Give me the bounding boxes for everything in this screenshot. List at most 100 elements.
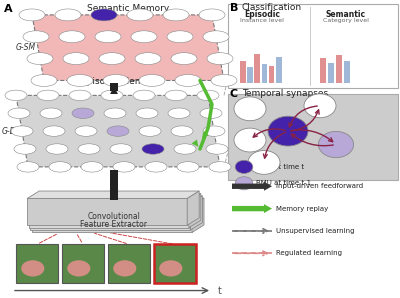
Ellipse shape xyxy=(63,53,89,65)
Ellipse shape xyxy=(11,126,33,136)
Ellipse shape xyxy=(203,126,225,136)
Bar xyxy=(344,61,350,83)
Text: Feature Extractor: Feature Extractor xyxy=(80,221,148,229)
Ellipse shape xyxy=(46,144,68,154)
Text: Regulated learning: Regulated learning xyxy=(276,250,342,256)
Ellipse shape xyxy=(8,108,30,118)
Ellipse shape xyxy=(78,144,100,154)
FancyBboxPatch shape xyxy=(228,4,398,88)
Bar xyxy=(247,67,253,83)
Text: t: t xyxy=(218,285,222,296)
Polygon shape xyxy=(190,196,202,230)
Ellipse shape xyxy=(37,90,59,101)
Polygon shape xyxy=(192,198,204,232)
Ellipse shape xyxy=(104,108,126,118)
Text: Temporal synapses: Temporal synapses xyxy=(242,89,328,98)
Ellipse shape xyxy=(81,162,103,172)
Circle shape xyxy=(235,177,253,190)
Ellipse shape xyxy=(142,144,164,154)
Ellipse shape xyxy=(145,162,167,172)
Bar xyxy=(336,55,342,83)
Polygon shape xyxy=(32,15,224,80)
Text: Episodic: Episodic xyxy=(244,10,280,19)
Ellipse shape xyxy=(171,53,197,65)
Ellipse shape xyxy=(99,53,125,65)
Ellipse shape xyxy=(95,31,121,43)
Text: G-EM: G-EM xyxy=(2,127,22,136)
Ellipse shape xyxy=(107,126,129,136)
Polygon shape xyxy=(29,193,201,201)
Text: Episodic Memory: Episodic Memory xyxy=(82,77,158,86)
Polygon shape xyxy=(110,170,118,200)
Ellipse shape xyxy=(133,90,155,101)
Ellipse shape xyxy=(168,108,190,118)
Text: BMU at time t-1: BMU at time t-1 xyxy=(256,180,311,186)
Polygon shape xyxy=(27,191,199,198)
Ellipse shape xyxy=(167,31,193,43)
Ellipse shape xyxy=(199,9,225,21)
FancyBboxPatch shape xyxy=(108,244,150,283)
Text: Category level: Category level xyxy=(323,18,369,23)
Ellipse shape xyxy=(67,260,90,277)
Ellipse shape xyxy=(139,74,165,86)
Text: C: C xyxy=(230,89,238,100)
Polygon shape xyxy=(30,196,202,203)
Text: Convolutional: Convolutional xyxy=(88,212,140,221)
Ellipse shape xyxy=(159,260,182,277)
Text: Input-driven feedforward: Input-driven feedforward xyxy=(276,183,363,189)
Polygon shape xyxy=(29,201,189,228)
Ellipse shape xyxy=(43,126,65,136)
FancyBboxPatch shape xyxy=(16,244,58,283)
Ellipse shape xyxy=(103,74,129,86)
Ellipse shape xyxy=(203,31,229,43)
Text: B: B xyxy=(230,3,238,13)
Ellipse shape xyxy=(19,9,45,21)
Polygon shape xyxy=(16,95,220,167)
Ellipse shape xyxy=(113,260,136,277)
Polygon shape xyxy=(30,203,190,230)
Ellipse shape xyxy=(21,260,44,277)
Ellipse shape xyxy=(171,126,193,136)
Bar xyxy=(240,61,246,83)
Circle shape xyxy=(248,150,280,174)
Bar xyxy=(269,66,274,83)
Ellipse shape xyxy=(163,9,189,21)
Ellipse shape xyxy=(200,108,222,118)
Polygon shape xyxy=(187,191,199,225)
Ellipse shape xyxy=(136,108,158,118)
Circle shape xyxy=(234,97,266,121)
Text: Semantic Memory: Semantic Memory xyxy=(87,4,169,13)
Text: BMU at time t: BMU at time t xyxy=(256,164,304,170)
Ellipse shape xyxy=(17,162,39,172)
Ellipse shape xyxy=(23,31,49,43)
Text: Unsupervised learning: Unsupervised learning xyxy=(276,228,354,234)
Ellipse shape xyxy=(110,144,132,154)
Bar xyxy=(262,64,267,83)
Polygon shape xyxy=(189,193,201,228)
Ellipse shape xyxy=(40,108,62,118)
Text: Instance level: Instance level xyxy=(240,18,284,23)
Circle shape xyxy=(235,160,253,173)
Ellipse shape xyxy=(209,162,231,172)
Ellipse shape xyxy=(135,53,161,65)
Ellipse shape xyxy=(49,162,71,172)
Ellipse shape xyxy=(75,126,97,136)
FancyArrow shape xyxy=(232,182,272,191)
Polygon shape xyxy=(32,206,192,232)
Ellipse shape xyxy=(27,53,53,65)
FancyBboxPatch shape xyxy=(154,244,196,283)
Ellipse shape xyxy=(131,31,157,43)
Ellipse shape xyxy=(165,90,187,101)
Ellipse shape xyxy=(67,74,93,86)
Text: Memory replay: Memory replay xyxy=(276,206,328,212)
Ellipse shape xyxy=(175,74,201,86)
Ellipse shape xyxy=(127,9,153,21)
Ellipse shape xyxy=(14,144,36,154)
Ellipse shape xyxy=(69,90,91,101)
Text: Semantic: Semantic xyxy=(326,10,366,19)
Polygon shape xyxy=(32,198,204,206)
Ellipse shape xyxy=(59,31,85,43)
Text: Classification: Classification xyxy=(242,3,302,12)
Text: G-SM: G-SM xyxy=(16,43,36,52)
Ellipse shape xyxy=(139,126,161,136)
